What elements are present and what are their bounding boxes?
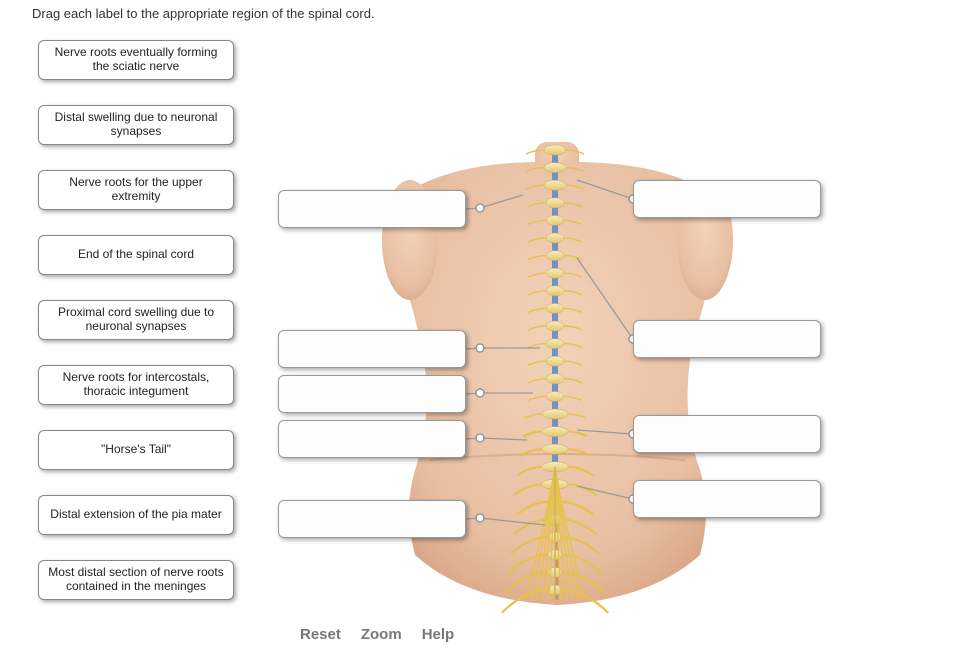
- drop-target-t-l5[interactable]: [278, 500, 466, 538]
- draggable-label-horses-tail[interactable]: "Horse's Tail": [38, 430, 234, 470]
- drop-target-t-r4[interactable]: [633, 480, 821, 518]
- reset-button[interactable]: Reset: [300, 626, 341, 643]
- leader-lines: [466, 180, 637, 525]
- drop-target-t-l1[interactable]: [278, 190, 466, 228]
- draggable-label-end-cord[interactable]: End of the spinal cord: [38, 235, 234, 275]
- draggable-label-intercostals[interactable]: Nerve roots for intercostals, thoracic i…: [38, 365, 234, 405]
- spinal-cord: [502, 145, 608, 613]
- draggable-label-sciatic[interactable]: Nerve roots eventually forming the sciat…: [38, 40, 234, 80]
- drop-target-t-l2[interactable]: [278, 330, 466, 368]
- drop-target-t-l3[interactable]: [278, 375, 466, 413]
- drop-target-t-r1[interactable]: [633, 180, 821, 218]
- draggable-label-meninges[interactable]: Most distal section of nerve roots conta…: [38, 560, 234, 600]
- controls-bar: Reset Zoom Help: [300, 626, 454, 643]
- drop-target-t-r2[interactable]: [633, 320, 821, 358]
- draggable-label-upper-ext[interactable]: Nerve roots for the upper extremity: [38, 170, 234, 210]
- drop-target-t-l4[interactable]: [278, 420, 466, 458]
- drop-target-t-r3[interactable]: [633, 415, 821, 453]
- draggable-label-prox-swell[interactable]: Proximal cord swelling due to neuronal s…: [38, 300, 234, 340]
- zoom-button[interactable]: Zoom: [361, 626, 402, 643]
- help-button[interactable]: Help: [422, 626, 455, 643]
- draggable-label-distal-swell[interactable]: Distal swelling due to neuronal synapses: [38, 105, 234, 145]
- instruction-text: Drag each label to the appropriate regio…: [32, 6, 375, 21]
- draggable-label-pia-ext[interactable]: Distal extension of the pia mater: [38, 495, 234, 535]
